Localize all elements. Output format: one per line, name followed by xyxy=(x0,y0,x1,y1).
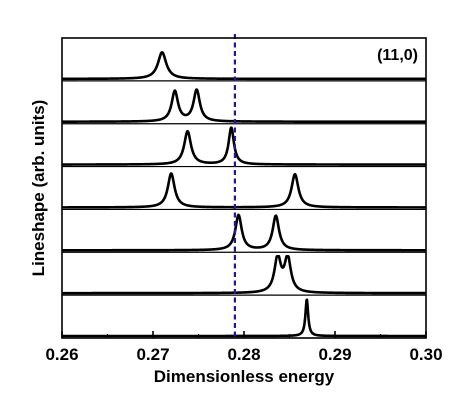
lineshape-curve-2 xyxy=(61,88,427,123)
x-axis-title: Dimensionless energy xyxy=(154,367,335,386)
x-tick-label: 0.30 xyxy=(409,345,442,364)
lineshape-curve-1 xyxy=(61,51,427,81)
lineshape-curve-3 xyxy=(61,126,427,166)
x-axis-ticks: 0.26 0.27 0.28 0.29 0.30 xyxy=(45,331,443,364)
y-axis-title: Lineshape (arb. units) xyxy=(29,100,48,277)
curves-group xyxy=(61,51,427,338)
x-tick-label: 0.27 xyxy=(136,345,169,364)
lineshape-curve-5 xyxy=(61,213,427,252)
x-tick-label: 0.28 xyxy=(227,345,260,364)
lineshape-curve-7 xyxy=(61,298,427,338)
x-tick-label: 0.26 xyxy=(45,345,78,364)
x-tick-label: 0.29 xyxy=(318,345,351,364)
panels-group xyxy=(62,80,426,296)
lineshape-curve-6 xyxy=(61,254,427,295)
lineshape-curve-4 xyxy=(61,172,427,209)
chirality-annotation: (11,0) xyxy=(377,47,418,64)
